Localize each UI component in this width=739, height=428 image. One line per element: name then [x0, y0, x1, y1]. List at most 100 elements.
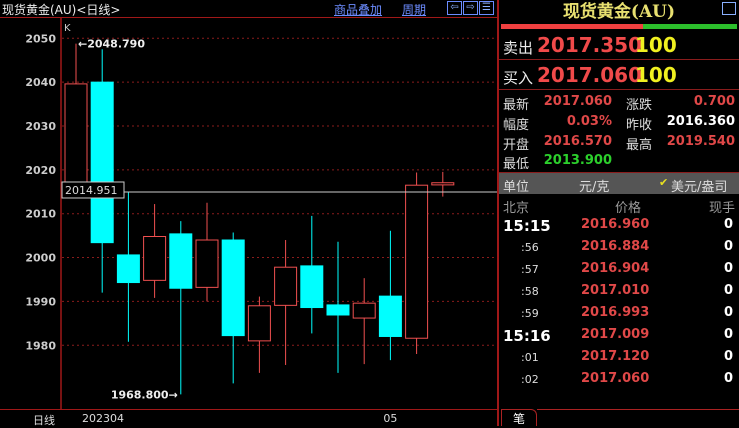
candle-up — [195, 239, 219, 288]
y-tick-label: 2020 — [25, 164, 56, 177]
candle-up — [352, 302, 376, 319]
candle-up — [143, 236, 167, 281]
tick-time: :02 — [521, 373, 539, 386]
high-marker: ←2048.790 — [78, 38, 145, 51]
sell-label: 卖出 — [503, 39, 534, 57]
tick-row: :57 2016.904 0 — [499, 261, 739, 283]
tick-volume: 0 — [723, 239, 733, 254]
prev-close-label: 昨收 — [626, 118, 653, 133]
candle-up — [274, 266, 298, 306]
tick-time: 15:15 — [503, 217, 551, 235]
tick-row: 15:16 2017.009 0 — [499, 327, 739, 349]
y-tick-label: 2050 — [25, 32, 56, 45]
tick-row: :58 2017.010 0 — [499, 283, 739, 305]
tick-price: 2016.960 — [581, 217, 650, 232]
candle-up — [247, 305, 271, 342]
candle-up — [405, 184, 429, 339]
x-label: 05 — [383, 412, 398, 425]
candle-down — [169, 233, 193, 289]
arrow-left-icon[interactable]: ⇦ — [447, 1, 462, 15]
candle-down — [116, 254, 140, 284]
tick-time: :56 — [521, 241, 539, 254]
tick-volume: 0 — [723, 371, 733, 386]
candle-up — [431, 182, 455, 186]
tick-time: :59 — [521, 307, 539, 320]
time-header: 北京 — [503, 201, 530, 216]
candle-up — [64, 83, 88, 195]
latest-label: 最新 — [503, 98, 530, 113]
pct-value: 0.03% — [566, 114, 612, 129]
tick-price: 2017.009 — [581, 327, 650, 342]
pct-label: 幅度 — [503, 118, 530, 133]
indicator-label: K — [64, 23, 71, 34]
low-label: 最低 — [503, 157, 530, 172]
check-icon: ✔ — [659, 176, 669, 189]
unit-option-yuan-gram[interactable]: 元/克 — [579, 180, 610, 195]
unit-selector: 单位 元/克 ✔ 美元/盎司 — [499, 172, 739, 195]
change-label: 涨跌 — [626, 98, 653, 113]
prev-close-value: 2016.360 — [666, 114, 735, 129]
tab-trades[interactable]: 笔 — [501, 409, 537, 426]
tick-time: :58 — [521, 285, 539, 298]
open-value: 2016.570 — [543, 134, 612, 149]
tick-row: :59 2016.993 0 — [499, 305, 739, 327]
period-link[interactable]: 周期 — [402, 3, 427, 17]
sell-row: 卖出 2017.350 100 — [499, 30, 739, 60]
tick-time: :01 — [521, 351, 539, 364]
sell-volume: 100 — [635, 33, 677, 57]
candle-down — [300, 265, 324, 309]
tab-underline — [537, 409, 739, 410]
buy-row: 买入 2017.060 100 — [499, 60, 739, 90]
period-label: 日线 — [33, 414, 55, 427]
tick-time: 15:16 — [503, 327, 551, 345]
candle-down — [326, 304, 350, 316]
y-tick-label: 1980 — [25, 339, 56, 352]
candle-down — [378, 295, 402, 337]
y-tick-label: 1990 — [25, 295, 56, 308]
crosshair-label-box — [61, 181, 125, 199]
arrow-right-icon[interactable]: ⇨ — [463, 1, 478, 15]
maximize-icon[interactable] — [722, 2, 736, 15]
x-label: 202304 — [82, 412, 124, 425]
buy-sell-ratio-bar — [501, 24, 737, 29]
chart-panel: 现货黄金(AU)<日线> 商品叠加 周期 ⇦ ⇨ ☰ 2050 2040 2030 2… — [0, 0, 498, 427]
tick-row: :56 2016.884 0 — [499, 239, 739, 261]
low-marker: 1968.800→ — [111, 388, 178, 401]
tick-row: :01 2017.120 0 — [499, 349, 739, 371]
chart-title: 现货黄金(AU)<日线> — [2, 3, 121, 17]
tick-volume: 0 — [723, 305, 733, 320]
sell-ratio-fill — [501, 24, 643, 29]
tick-price: 2016.993 — [581, 305, 650, 320]
tick-volume: 0 — [723, 349, 733, 364]
y-tick-label: 2010 — [25, 208, 56, 221]
tick-row: 15:15 2016.960 0 — [499, 217, 739, 239]
chart-title-bar: 现货黄金(AU)<日线> 商品叠加 周期 ⇦ ⇨ ☰ — [0, 0, 498, 18]
overlay-link[interactable]: 商品叠加 — [334, 3, 383, 17]
time-axis: 日线 202304 05 — [0, 409, 498, 427]
y-tick-label: 2000 — [25, 252, 56, 265]
y-tick-label: 2040 — [25, 76, 56, 89]
change-value: 0.700 — [693, 94, 735, 109]
tick-price: 2016.884 — [581, 239, 650, 254]
buy-volume: 100 — [635, 63, 677, 87]
panel-split-icon[interactable]: ☰ — [479, 1, 494, 15]
unit-label: 单位 — [503, 180, 530, 195]
candlestick-chart[interactable]: 2050 2040 2030 2020 2010 2000 1990 1980 K ←2048.7… — [0, 18, 497, 409]
volume-header: 现手 — [708, 201, 735, 216]
y-tick-label: 2030 — [25, 120, 56, 133]
tick-price: 2017.120 — [581, 349, 650, 364]
unit-option-usd-oz[interactable]: 美元/盎司 — [671, 180, 728, 195]
crosshair-label: 2014.951 — [65, 184, 118, 197]
buy-price: 2017.060 — [537, 63, 643, 87]
tick-volume: 0 — [723, 217, 733, 232]
buy-label: 买入 — [503, 69, 534, 87]
candle-down — [90, 81, 114, 244]
high-label: 最高 — [626, 138, 653, 153]
candle-down — [221, 239, 245, 337]
open-label: 开盘 — [503, 138, 530, 153]
high-value: 2019.540 — [666, 134, 735, 149]
low-value: 2013.900 — [543, 153, 612, 168]
divider — [497, 0, 499, 426]
tick-row: :02 2017.060 0 — [499, 371, 739, 393]
tick-time: :57 — [521, 263, 539, 276]
